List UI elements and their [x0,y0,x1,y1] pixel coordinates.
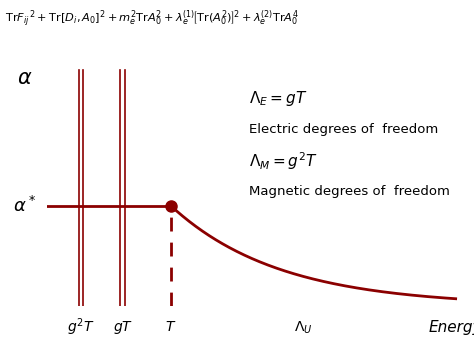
Text: $\Lambda_E = gT$: $\Lambda_E = gT$ [249,89,308,108]
Text: $\mathrm{Tr}F_{ij}{}^{\,2} + \mathrm{Tr}[D_i, A_0]^2 + m_e^2\mathrm{Tr}A_0^2 + \: $\mathrm{Tr}F_{ij}{}^{\,2} + \mathrm{Tr}… [5,8,299,29]
Text: Magnetic degrees of  freedom: Magnetic degrees of freedom [249,185,450,198]
Text: $\alpha^*$: $\alpha^*$ [13,196,36,216]
Text: $\Lambda_M = g^2T$: $\Lambda_M = g^2T$ [249,150,319,172]
Text: $\alpha$: $\alpha$ [17,68,32,87]
Text: $\Lambda_U$: $\Lambda_U$ [294,319,312,336]
Text: $T$: $T$ [165,320,177,335]
Text: Electric degrees of  freedom: Electric degrees of freedom [249,123,439,136]
Text: $g^2T$: $g^2T$ [67,317,94,338]
Text: $gT$: $gT$ [113,319,133,336]
Text: Energy: Energy [429,320,474,335]
